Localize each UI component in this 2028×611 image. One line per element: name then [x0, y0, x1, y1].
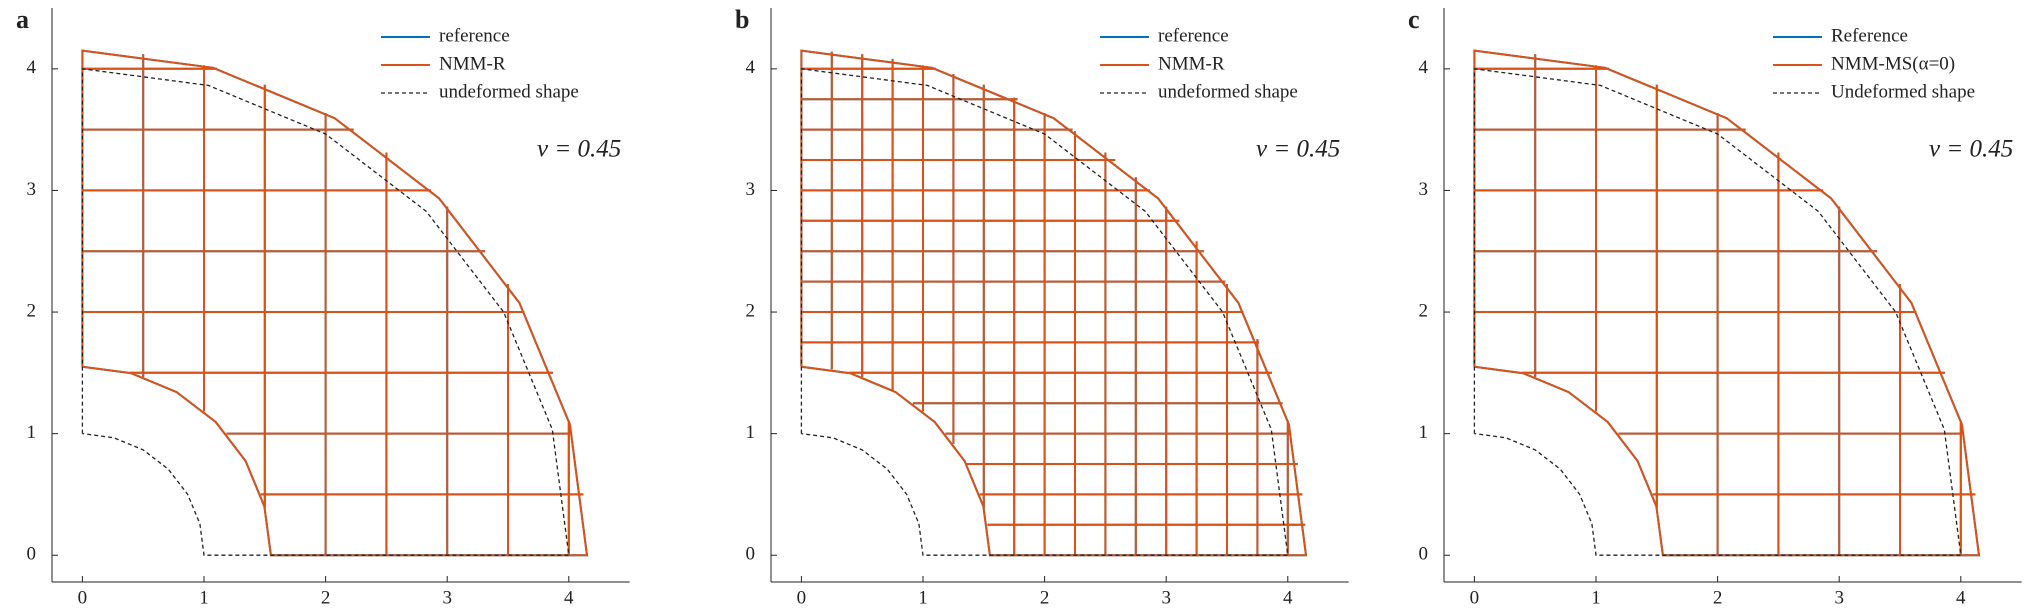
y-tick-label: 3 — [1419, 179, 1429, 200]
y-tick-label: 0 — [1419, 544, 1429, 565]
legend-label: reference — [439, 25, 510, 46]
x-tick-label: 0 — [78, 587, 88, 608]
series-line — [1473, 49, 1981, 557]
x-tick-label: 1 — [918, 587, 928, 608]
y-tick-label: 4 — [27, 57, 37, 78]
legend-label: undeformed shape — [1158, 81, 1298, 102]
series-line — [800, 68, 1289, 556]
y-tick-label: 2 — [1419, 300, 1429, 321]
x-tick-label: 1 — [199, 587, 209, 608]
x-tick-label: 0 — [797, 587, 807, 608]
y-tick-label: 2 — [27, 300, 37, 321]
legend-label: reference — [1158, 25, 1229, 46]
x-tick-label: 3 — [1161, 587, 1171, 608]
x-tick-label: 2 — [321, 587, 331, 608]
y-tick-label: 3 — [27, 179, 37, 200]
series-line — [1473, 49, 1981, 557]
series-line — [1473, 68, 1962, 556]
legend-label: Reference — [1831, 25, 1908, 46]
annotation: ν = 0.45 — [1929, 136, 2013, 163]
y-tick-label: 3 — [746, 179, 756, 200]
series-line — [800, 49, 1308, 557]
legend-label: NMM-R — [439, 53, 506, 74]
series-line — [81, 68, 570, 556]
legend-label: Undeformed shape — [1831, 81, 1975, 102]
x-tick-label: 2 — [1713, 587, 1723, 608]
annotation: ν = 0.45 — [1256, 136, 1340, 163]
y-tick-label: 1 — [1419, 422, 1429, 443]
y-tick-label: 1 — [746, 422, 756, 443]
y-tick-label: 4 — [746, 57, 756, 78]
series-line — [800, 49, 1308, 557]
x-tick-label: 4 — [564, 587, 574, 608]
panel-label: c — [1408, 5, 1420, 34]
y-tick-label: 4 — [1419, 57, 1429, 78]
legend-label: NMM-R — [1158, 53, 1225, 74]
y-tick-label: 1 — [27, 422, 37, 443]
panel-label: a — [16, 5, 29, 34]
series-line — [81, 49, 589, 557]
y-tick-label: 0 — [746, 544, 756, 565]
x-tick-label: 1 — [1591, 587, 1601, 608]
legend-label: NMM-MS(α=0) — [1831, 53, 1955, 74]
x-tick-label: 3 — [1834, 587, 1844, 608]
y-tick-label: 0 — [27, 544, 37, 565]
x-tick-label: 3 — [442, 587, 452, 608]
x-tick-label: 4 — [1283, 587, 1293, 608]
legend-label: undeformed shape — [439, 81, 579, 102]
x-tick-label: 0 — [1470, 587, 1480, 608]
panel-label: b — [735, 5, 749, 34]
x-tick-label: 2 — [1040, 587, 1050, 608]
annotation: ν = 0.45 — [537, 136, 621, 163]
x-tick-label: 4 — [1956, 587, 1966, 608]
y-tick-label: 2 — [746, 300, 756, 321]
series-line — [81, 49, 589, 557]
